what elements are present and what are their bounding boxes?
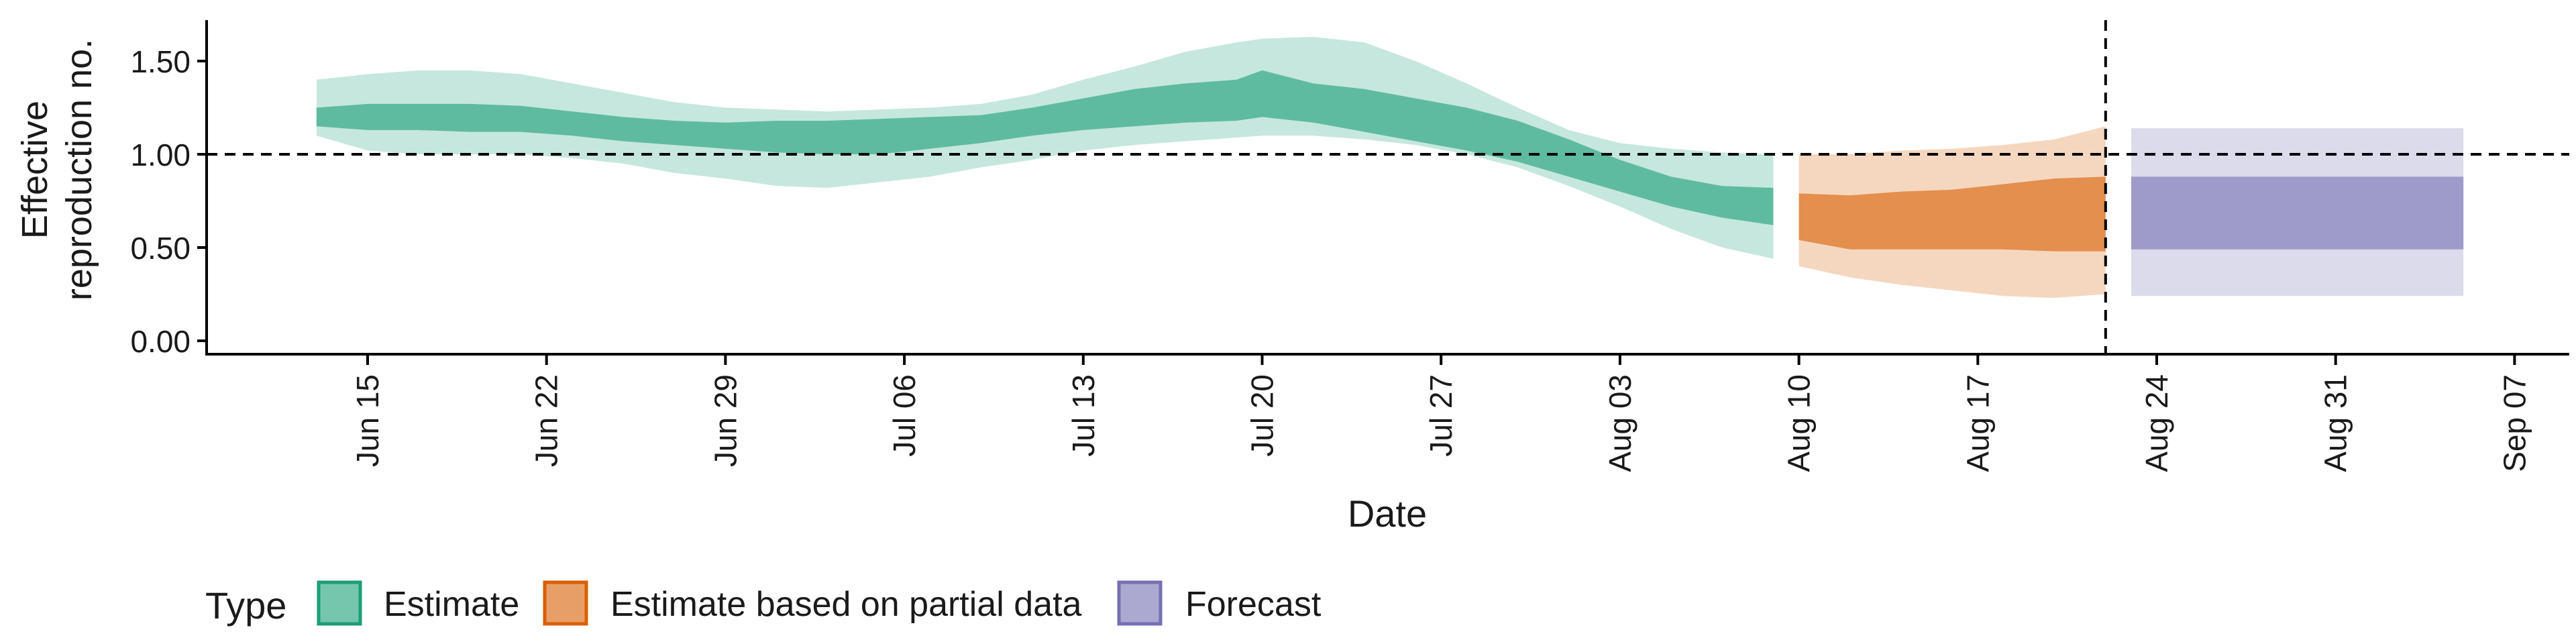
legend-key-estimate	[317, 580, 362, 626]
x-tick-label: Jul 06	[887, 374, 922, 457]
legend-key-estimate-based-on-partial-data	[543, 580, 588, 626]
x-tick-label: Jun 29	[708, 374, 743, 467]
y-axis-label-line-2: reproduction no.	[59, 39, 99, 301]
legend: Type Estimate Estimate based on partial d…	[205, 580, 1322, 627]
x-tick-label: Aug 24	[2139, 374, 2174, 472]
x-tick-label: Aug 03	[1603, 374, 1638, 472]
x-axis-ticks: Jun 15 Jun 22 Jun 29 Jul 06 Jul 13 Jul 20 Jul …	[350, 354, 2532, 472]
x-tick-label: Jun 15	[350, 374, 385, 467]
forecast-inner-band	[2131, 176, 2464, 250]
x-tick-label: Aug 31	[2318, 374, 2353, 472]
x-tick-label: Jul 13	[1066, 374, 1101, 457]
legend-label: Estimate	[384, 585, 519, 624]
y-axis-ticks: 0.00 0.50 1.00 1.50	[130, 44, 207, 359]
x-tick-label: Aug 10	[1782, 374, 1817, 472]
estimate-inner-band	[316, 70, 1774, 225]
x-tick-label: Jul 20	[1245, 374, 1280, 457]
legend-title: Type	[205, 584, 286, 627]
legend-key-forecast	[1117, 580, 1163, 626]
x-tick-label: Aug 17	[1960, 374, 1995, 472]
x-tick-label: Jul 27	[1424, 374, 1458, 457]
y-tick-label: 0.50	[130, 231, 191, 266]
series-bands	[316, 36, 2464, 299]
estimate-based-on-partial-data-inner-band	[1799, 176, 2106, 252]
x-axis-label: Date	[1348, 492, 1427, 535]
y-axis-label-line-1: Effective	[15, 101, 55, 239]
legend-label: Forecast	[1185, 585, 1322, 624]
y-tick-label: 1.00	[130, 138, 191, 172]
x-tick-label: Jun 22	[529, 374, 564, 467]
y-tick-label: 0.00	[130, 324, 191, 359]
y-tick-label: 1.50	[130, 44, 191, 79]
legend-label: Estimate based on partial data	[610, 585, 1082, 624]
x-tick-label: Sep 07	[2497, 374, 2532, 472]
estimate-outer-band	[316, 36, 1774, 259]
